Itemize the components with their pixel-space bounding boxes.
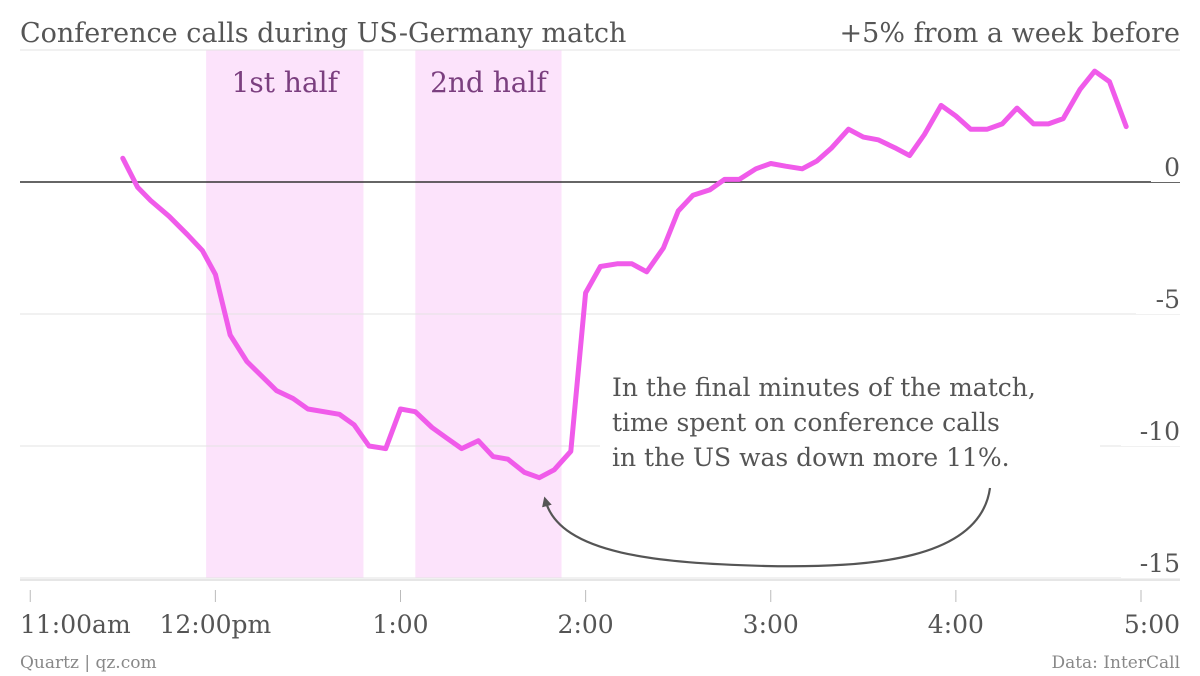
y-axis-label: +5% from a week before [840,18,1180,49]
gridlines [20,49,1180,579]
x-tick-label: 1:00 [372,610,428,639]
x-tick-label: 12:00pm [159,610,271,639]
x-tick-label: 3:00 [743,610,799,639]
y-tick-label: -5 [1156,285,1180,314]
source-credit: Quartz | qz.com [20,653,157,673]
annotation-bg [600,362,1100,486]
y-tick-bg [1136,284,1180,314]
x-tick-label: 5:00 [1124,610,1180,639]
band-label-1: 1st half [232,66,341,99]
chart-title: Conference calls during US-Germany match [20,18,626,49]
x-axis: 11:00am 12:00pm 1:00 2:00 3:00 4:00 5:00 [20,579,1180,639]
annotation-line-3: in the US was down more 11%. [612,443,1010,472]
y-tick-labels: 0 -5 -10 -15 [1121,152,1180,578]
y-tick-bg [1151,152,1180,182]
y-tick-bg [1121,548,1180,578]
series-line-layer [120,68,1129,481]
y-tick-label: -15 [1140,549,1180,578]
annotation: In the final minutes of the match, time s… [542,362,1100,568]
series-line-1 [120,68,1129,481]
annotation-line-2: time spent on conference calls [612,408,1000,437]
y-tick-label: -10 [1140,417,1180,446]
x-tick-label: 4:00 [928,610,984,639]
x-tick-label: 11:00am [20,610,131,639]
band-label-2: 2nd half [430,66,549,99]
data-source: Data: InterCall [1051,653,1180,673]
x-tick-label: 2:00 [558,610,614,639]
annotation-arrow [542,487,992,568]
y-tick-bg [1121,416,1180,446]
y-tick-label: 0 [1164,153,1180,182]
annotation-line-1: In the final minutes of the match, [612,373,1036,402]
